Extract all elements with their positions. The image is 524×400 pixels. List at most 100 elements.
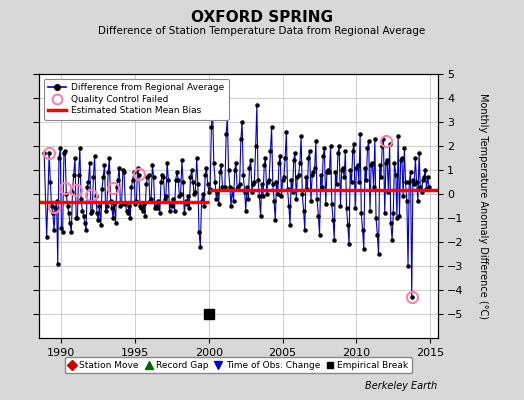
Point <box>202 164 211 171</box>
Point <box>147 196 155 202</box>
Point <box>296 160 304 166</box>
Point <box>336 203 345 209</box>
Point <box>175 193 183 200</box>
Point <box>263 191 271 197</box>
Point <box>350 140 358 147</box>
Point <box>84 179 93 185</box>
Point <box>142 181 150 188</box>
Point <box>92 193 100 200</box>
Point <box>290 157 298 164</box>
Point <box>170 208 179 214</box>
Point <box>177 191 185 197</box>
Point <box>190 191 199 197</box>
Point <box>141 212 149 219</box>
Point <box>288 188 297 195</box>
Point <box>99 174 107 180</box>
Point <box>67 229 75 236</box>
Point <box>42 234 51 240</box>
Point <box>222 131 231 137</box>
Point <box>278 176 287 183</box>
Point <box>131 200 139 207</box>
Legend: Station Move, Record Gap, Time of Obs. Change, Empirical Break: Station Move, Record Gap, Time of Obs. C… <box>65 357 412 374</box>
Point <box>331 169 340 176</box>
Point <box>276 152 285 159</box>
Point <box>293 174 302 180</box>
Point <box>324 167 332 173</box>
Point <box>313 196 321 202</box>
Point <box>79 212 88 219</box>
Point <box>346 167 354 173</box>
Point <box>150 205 159 212</box>
Point <box>91 152 99 159</box>
Point <box>181 198 190 204</box>
Point <box>74 172 83 178</box>
Point <box>319 152 328 159</box>
Point <box>299 208 308 214</box>
Point <box>388 236 396 243</box>
Point <box>61 148 69 154</box>
Point <box>130 169 138 176</box>
Legend: Difference from Regional Average, Quality Control Failed, Estimated Station Mean: Difference from Regional Average, Qualit… <box>44 78 228 120</box>
Point <box>72 215 80 221</box>
Point <box>60 150 68 156</box>
Point <box>367 162 375 168</box>
Point <box>127 184 136 190</box>
Text: Berkeley Earth: Berkeley Earth <box>365 381 438 391</box>
Point <box>52 198 61 204</box>
Point <box>187 174 195 180</box>
Point <box>387 220 395 226</box>
Point <box>126 215 135 221</box>
Point <box>143 174 151 180</box>
Point <box>199 191 207 197</box>
Point <box>224 167 233 173</box>
Point <box>163 160 171 166</box>
Point <box>215 200 223 207</box>
Point <box>205 188 213 195</box>
Point <box>363 145 372 152</box>
Point <box>185 205 193 212</box>
Point <box>233 186 242 192</box>
Point <box>116 203 125 209</box>
Point <box>75 145 84 152</box>
Point <box>238 119 246 125</box>
Point <box>357 210 365 216</box>
Point <box>174 176 182 183</box>
Point <box>200 203 208 209</box>
Point <box>398 155 406 161</box>
Point <box>259 193 267 200</box>
Point <box>307 198 315 204</box>
Point <box>365 138 373 144</box>
Point <box>358 227 367 233</box>
Point <box>253 102 261 108</box>
Point <box>210 160 218 166</box>
Point <box>237 136 245 142</box>
Point <box>107 205 116 212</box>
Point <box>149 174 158 180</box>
Point <box>78 208 86 214</box>
Point <box>370 136 379 142</box>
Point <box>66 220 74 226</box>
Point <box>265 176 274 183</box>
Point <box>366 208 374 214</box>
Point <box>235 181 244 188</box>
Point <box>114 176 122 183</box>
Point <box>252 143 260 149</box>
Point <box>353 162 362 168</box>
Point <box>410 181 419 188</box>
Point <box>191 188 200 195</box>
Point <box>421 167 430 173</box>
Point <box>167 200 175 207</box>
Point <box>234 184 243 190</box>
Point <box>416 184 424 190</box>
Point <box>309 169 318 176</box>
Point <box>260 162 268 168</box>
Point <box>409 176 417 183</box>
Point <box>239 172 247 178</box>
Point <box>305 148 314 154</box>
Point <box>160 196 169 202</box>
Point <box>315 232 324 238</box>
Point <box>318 184 326 190</box>
Point <box>311 164 319 171</box>
Point <box>322 200 330 207</box>
Point <box>77 196 85 202</box>
